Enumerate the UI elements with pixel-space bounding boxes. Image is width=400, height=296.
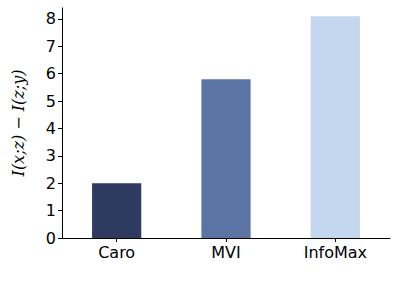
svg-text:MVI: MVI (211, 243, 240, 262)
svg-text:InfoMax: InfoMax (304, 243, 367, 262)
svg-text:8: 8 (46, 9, 56, 28)
svg-text:2: 2 (46, 174, 56, 193)
svg-text:1: 1 (46, 201, 56, 220)
svg-text:Caro: Caro (98, 243, 135, 262)
svg-text:0: 0 (46, 229, 56, 248)
svg-text:7: 7 (46, 37, 56, 56)
svg-text:3: 3 (46, 146, 56, 165)
svg-text:4: 4 (46, 119, 56, 138)
svg-text:I(x;z) − I(z;y): I(x;z) − I(z;y) (9, 70, 28, 178)
svg-text:5: 5 (46, 92, 56, 111)
svg-text:6: 6 (46, 64, 56, 83)
